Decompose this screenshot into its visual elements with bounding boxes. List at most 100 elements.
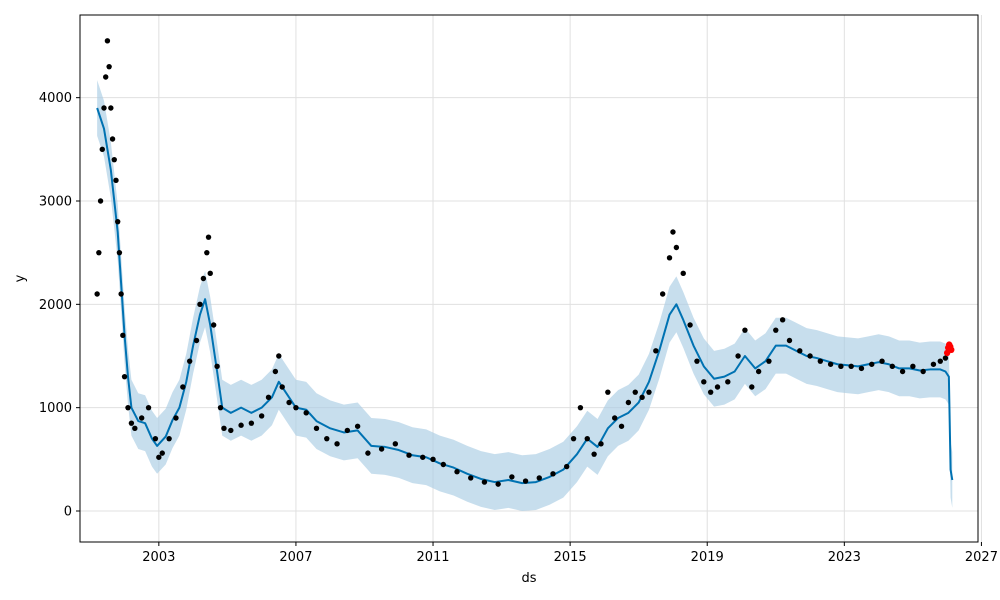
observed-point [930,361,937,367]
observed-point [742,327,748,333]
highlighted-point [948,346,955,353]
observed-point [570,435,577,442]
observed-point [156,454,162,460]
observed-point [797,348,803,354]
observed-point [714,384,721,390]
observed-point [248,420,255,426]
observed-point [848,363,854,370]
plot-frame [79,14,979,543]
observed-point [611,415,618,421]
observed-point [115,218,121,225]
x-tick-label: 2003 [142,550,175,565]
observed-point [221,425,227,432]
observed-point [97,198,104,204]
observed-point [735,353,741,359]
observed-point [197,301,203,308]
observed-point [313,425,320,432]
x-tick-label: 2011 [416,550,449,565]
observed-point [103,74,109,80]
observed-point [180,384,186,390]
observed-point [899,368,906,375]
observed-point [120,332,126,339]
observed-point [365,450,371,456]
observed-point [639,394,645,401]
observed-point [204,249,210,256]
y-axis-ticks: 0 1000 2000 3000 4000 [39,91,80,520]
uncertainty-band-area [97,80,953,511]
observed-point [817,358,824,364]
observed-point [879,358,885,364]
observed-point [128,420,135,426]
y-tick-label: 4000 [39,91,72,106]
observed-point [378,446,385,452]
x-axis-label: ds [521,571,536,586]
observed-point [265,394,272,401]
observed-point [577,404,584,411]
observed-point [598,441,604,447]
observed-point [116,249,123,256]
y-axis-label: y [13,274,28,282]
observed-point [94,291,100,297]
x-axis-ticks: 2003 2007 2011 2015 2019 2023 2027 [142,542,998,565]
highlighted-points [943,341,955,357]
observed-point [680,270,686,277]
forecast-line [96,107,954,485]
observed-point [550,471,556,477]
observed-point [106,63,112,70]
observed-point [99,146,105,153]
observed-point [942,355,949,361]
x-tick-label: 2007 [279,550,312,565]
observed-point [749,384,755,390]
observed-point [584,435,590,442]
observed-point [159,450,165,456]
observed-point [889,363,896,370]
observed-point [920,368,926,375]
observed-point [200,275,207,282]
x-tick-label: 2023 [828,550,861,565]
observed-point [858,365,865,372]
y-tick-label: 1000 [39,401,72,416]
observed-point [324,435,330,442]
observed-point [618,423,625,429]
observed-point [109,136,116,142]
observed-point [755,368,762,375]
observed-point [773,327,779,333]
observed-point [207,270,213,277]
observed-point [293,404,299,411]
observed-point [166,435,172,442]
y-tick-label: 0 [64,505,72,520]
observed-point [193,337,200,344]
observed-point [279,384,285,390]
observed-point [173,415,179,421]
observed-point [440,461,447,468]
observed-point [937,358,943,364]
observed-point [276,353,282,359]
observed-point [344,427,351,434]
observed-point [646,389,652,395]
observed-point [392,441,399,447]
observed-point [354,423,361,429]
observed-point [807,353,813,359]
observed-point [779,317,786,323]
observed-point [111,156,117,163]
observed-point [258,413,265,419]
observed-point [121,373,128,380]
observed-point [228,427,234,434]
observed-point [707,389,714,395]
forecast-series-line [96,107,954,485]
observed-point [659,291,666,297]
observed-point [625,399,632,406]
observed-points [94,38,949,487]
observed-point [286,399,292,406]
observed-point [101,105,107,111]
observed-point [522,478,529,484]
observed-point [303,410,309,416]
observed-point [430,456,436,463]
observed-point [591,451,597,457]
observed-point [495,481,501,487]
observed-point [838,363,844,370]
observed-point [564,463,570,470]
observed-point [605,389,611,395]
y-tick-label: 2000 [39,298,72,313]
